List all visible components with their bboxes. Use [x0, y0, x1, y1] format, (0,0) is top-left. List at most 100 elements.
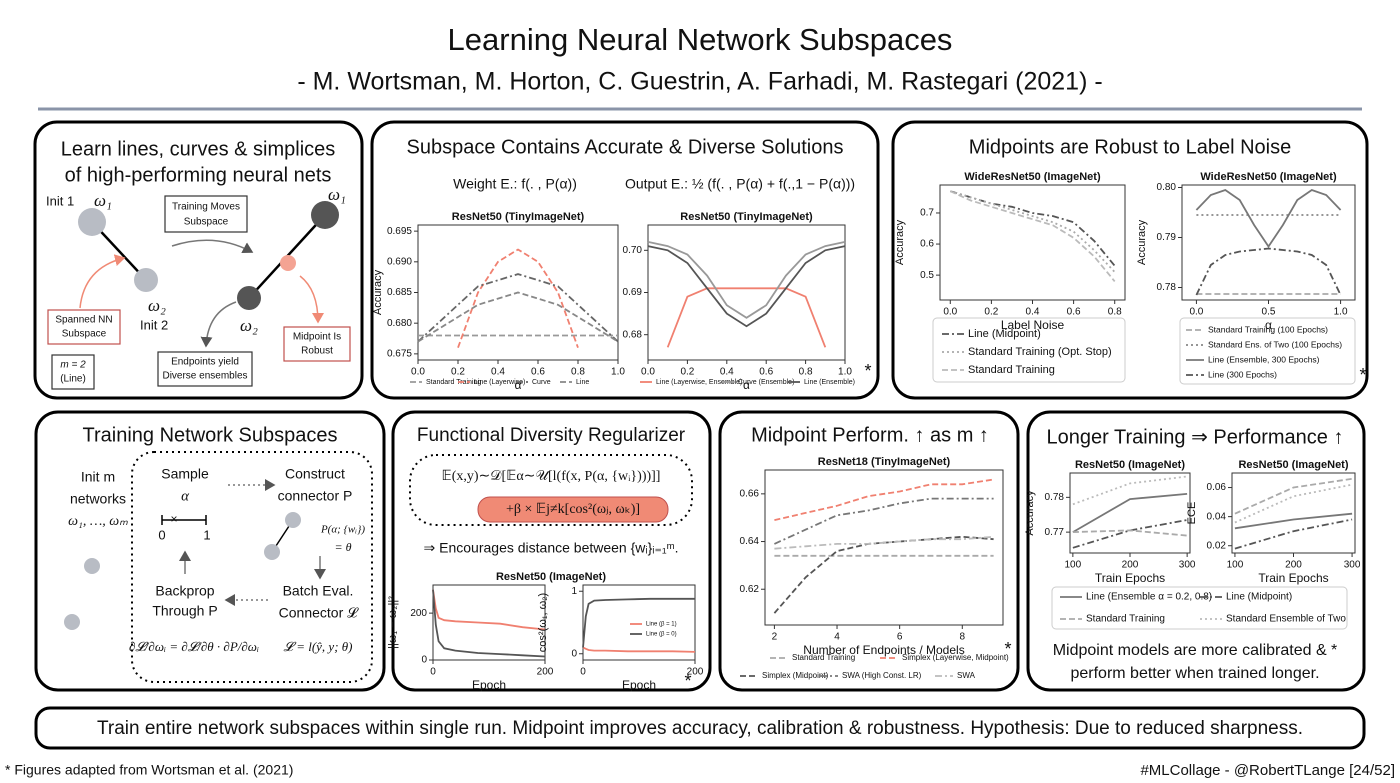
label: 𝓛 = l(ŷ, y; θ): [284, 639, 353, 654]
series-line: [1072, 529, 1188, 537]
y-tick-label: 0.79: [1157, 232, 1177, 243]
series-line: [582, 646, 696, 653]
x-tick-label: 0: [580, 667, 586, 678]
y-axis-label: ECE: [1186, 502, 1198, 525]
x-tick-label: 100: [1227, 560, 1244, 571]
x-axis-label: Label Noise: [1001, 318, 1065, 332]
plot-frame: [1231, 472, 1356, 554]
label: α: [181, 488, 190, 504]
footer-right: #MLCollage - @RobertTLange [24/52]: [1140, 762, 1395, 779]
legend-frame: [932, 317, 1126, 383]
node: [311, 201, 339, 229]
formula: 𝔼(x,y)∼𝒟[𝔼α∼𝒰[l(f(x, P(α, {wᵢ})))]]: [442, 469, 661, 484]
series-line: [949, 190, 1116, 282]
label: Midpoint Is: [293, 332, 341, 343]
legend-label: Line (Ensemble): [804, 379, 855, 386]
x-tick-label: 200: [537, 667, 554, 678]
series-line: [1195, 189, 1342, 249]
label-box: [164, 195, 248, 233]
chart-title: ResNet50 (ImageNet): [1075, 459, 1185, 471]
legend-label: Line (Midpoint): [1226, 592, 1292, 603]
series-line: [417, 291, 619, 343]
y-tick-label: 0.62: [740, 584, 760, 595]
legend-label: Standard Ens. of Two (100 Epochs): [1208, 339, 1342, 349]
legend-label: Line (β = 0): [646, 632, 677, 638]
y-tick-label: 0.66: [740, 488, 760, 499]
label: networks: [70, 491, 126, 507]
y-axis-label: Accuracy: [894, 219, 906, 265]
label: m = 2: [60, 360, 86, 371]
label: 1: [203, 527, 210, 542]
label: ω₁, …, ωₘ: [68, 514, 128, 529]
legend-label: Standard Training: [792, 653, 855, 662]
y-tick-label: 0: [571, 648, 577, 659]
x-tick-label: 1.0: [1334, 307, 1348, 318]
x-tick-label: 4: [834, 632, 840, 643]
legend-label: Line (Layerwise): [474, 379, 525, 386]
x-tick-label: 0.6: [531, 367, 545, 378]
page-title: Learning Neural Network Subspaces: [448, 22, 953, 57]
panel-title: Functional Diversity Regularizer: [417, 425, 686, 446]
arrow: [171, 239, 254, 254]
x-tick-label: 0.6: [759, 367, 773, 378]
node: [84, 558, 100, 574]
x-axis-label: Number of Endpoints / Models: [803, 643, 964, 657]
legend-frame: [1051, 586, 1348, 630]
plot-frame: [582, 584, 696, 661]
x-tick-label: 0.4: [491, 367, 505, 378]
chart-title: ResNet50 (TinyImageNet): [452, 211, 585, 223]
label: Construct: [285, 466, 345, 482]
x-tick-label: 6: [897, 632, 903, 643]
chart-title: ResNet50 (TinyImageNet): [680, 211, 813, 223]
legend-label: Line: [576, 379, 589, 386]
label: ω₂: [240, 316, 258, 335]
y-axis-label: ||ω₁ − ω₂||²: [387, 596, 399, 649]
node: [78, 208, 106, 236]
footer-left: * Figures adapted from Wortsman et al. (…: [5, 762, 293, 778]
x-tick-label: 300: [1344, 560, 1361, 571]
label: Diverse ensembles: [162, 371, 247, 382]
series-line: [417, 273, 619, 343]
caption: Output E.: ½ (f(. , P(α) + f(.,1 − P(α))…: [625, 176, 855, 192]
x-tick-label: 200: [1285, 560, 1302, 571]
series-line: [774, 497, 994, 545]
panel-title: Midpoints are Robust to Label Noise: [969, 136, 1291, 158]
x-tick-label: 2: [772, 632, 778, 643]
chart-title: WideResNet50 (ImageNet): [964, 171, 1101, 183]
x-tick-label: 200: [1122, 560, 1139, 571]
x-axis-label: Epoch: [472, 678, 506, 692]
label: ω₂: [148, 296, 166, 315]
chart-title: ResNet50 (ImageNet): [1238, 459, 1348, 471]
label-box: [157, 351, 253, 387]
formula-frame: [409, 454, 693, 526]
legend-label: Line (Ensemble α = 0.2, 0.8): [1086, 592, 1212, 603]
legend-label: Line (β = 1): [646, 622, 677, 628]
label-box: [283, 326, 351, 362]
x-tick-label: 0.8: [799, 367, 813, 378]
y-tick-label: 0.685: [387, 287, 412, 298]
panel-frame: [34, 410, 386, 692]
y-tick-label: 0.69: [623, 287, 643, 298]
plot-frame: [647, 224, 846, 361]
legend-label: Line (Midpoint): [968, 328, 1041, 340]
legend-label: SWA: [957, 671, 976, 680]
chart-title: ResNet18 (TinyImageNet): [818, 456, 951, 468]
plot-frame: [1069, 472, 1191, 554]
sample-mark: ×: [170, 512, 177, 526]
y-tick-label: 1: [571, 586, 577, 597]
x-axis-label: α: [515, 378, 522, 392]
arrow: [79, 254, 126, 309]
label: (Line): [60, 374, 86, 385]
footnote-mark: *: [1004, 639, 1011, 659]
label: P(α; {wᵢ}): [320, 524, 365, 536]
x-tick-label: 1.0: [611, 367, 625, 378]
x-tick-label: 200: [687, 667, 704, 678]
y-axis-label: cos²(ω₁, ω₂): [537, 593, 549, 652]
x-axis-label: α: [743, 378, 750, 392]
node: [264, 544, 280, 560]
label: = θ: [335, 540, 352, 554]
label: Through P: [152, 603, 217, 619]
footnote-mark: *: [684, 671, 691, 691]
legend-label: Line (Layerwise, Ensemble): [656, 379, 742, 386]
series-line: [1072, 475, 1188, 506]
